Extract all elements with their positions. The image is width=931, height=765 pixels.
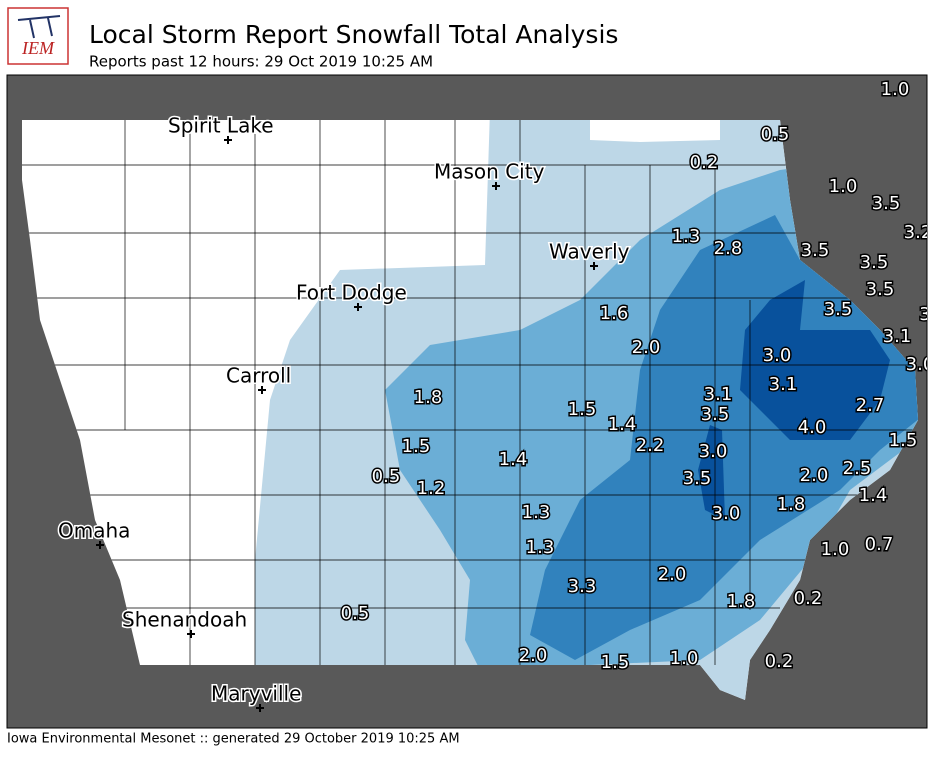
city-label: Waverly — [549, 240, 630, 264]
snowfall-report: 0.5 — [341, 603, 370, 624]
contours — [22, 120, 918, 700]
snowfall-report: 3.0 — [699, 441, 728, 462]
snowfall-report: 2.7 — [856, 395, 885, 416]
city-marker — [187, 630, 195, 638]
snowfall-report: 1.6 — [600, 303, 629, 324]
snowfall-report: 3.2 — [904, 222, 931, 243]
snowfall-report: 1.0 — [881, 79, 910, 100]
snowfall-report: 2.0 — [800, 465, 829, 486]
snowfall-report: 1.8 — [777, 494, 806, 515]
city-marker — [96, 541, 104, 549]
snowfall-report: 2.0 — [519, 645, 548, 666]
snowfall-report: 4.0 — [798, 417, 827, 438]
snowfall-report: 3 — [919, 304, 930, 325]
snowfall-report: 1.8 — [414, 387, 443, 408]
snowfall-report: 2.0 — [632, 337, 661, 358]
snowfall-report: 3.1 — [704, 384, 733, 405]
snowfall-report: 1.4 — [608, 414, 637, 435]
snowfall-report: 1.3 — [526, 537, 555, 558]
snowfall-report: 0.2 — [690, 152, 719, 173]
snowfall-report: 0.2 — [765, 651, 794, 672]
city-marker — [256, 704, 264, 712]
snowfall-report: 1.5 — [568, 399, 597, 420]
snowfall-report: 2.5 — [843, 458, 872, 479]
snowfall-report: 1.4 — [499, 449, 528, 470]
city-label: Omaha — [58, 519, 130, 543]
city-label: Carroll — [226, 364, 291, 388]
snowfall-report: 3.0 — [712, 503, 741, 524]
snowfall-report: 0.2 — [794, 588, 823, 609]
logo: IEM — [7, 7, 69, 65]
city-marker — [224, 136, 232, 144]
city-label: Maryville — [211, 682, 301, 706]
snowfall-report: 1.0 — [829, 176, 858, 197]
snowfall-report: 0.5 — [372, 466, 401, 487]
snowfall-report: 3.5 — [801, 240, 830, 261]
snowfall-report: 3.5 — [824, 299, 853, 320]
snowfall-report: 3.0 — [763, 345, 792, 366]
footer: Iowa Environmental Mesonet :: generated … — [7, 732, 460, 747]
snowfall-report: 0.5 — [761, 124, 790, 145]
snowfall-report: 3.5 — [683, 468, 712, 489]
snowfall-report: 3.5 — [860, 252, 889, 273]
city-label: Spirit Lake — [168, 114, 274, 138]
snowfall-report: 2.8 — [714, 238, 743, 259]
subtitle: Reports past 12 hours: 29 Oct 2019 10:25… — [89, 53, 433, 71]
county-lines — [22, 120, 918, 665]
city-marker — [354, 303, 362, 311]
logo-text: IEM — [21, 38, 55, 58]
snowfall-report: 3.5 — [701, 404, 730, 425]
snowfall-report: 3.3 — [568, 576, 597, 597]
snowfall-report: 1.4 — [859, 485, 888, 506]
contour-darkest — [698, 425, 725, 520]
snowfall-report: 1.5 — [402, 436, 431, 457]
snowfall-report: 2.2 — [636, 435, 665, 456]
snowfall-report: 3.5 — [866, 279, 895, 300]
snowfall-report: 3.0 — [906, 354, 931, 375]
city-label: Mason City — [434, 160, 545, 184]
contour-zero — [590, 120, 720, 142]
snowfall-report: 3.5 — [872, 193, 901, 214]
snowfall-report: 1.5 — [601, 652, 630, 673]
snowfall-report: 2.0 — [658, 564, 687, 585]
city-marker — [492, 182, 500, 190]
city-marker — [258, 386, 266, 394]
city-label: Shenandoah — [122, 608, 247, 632]
snowfall-report: 1.3 — [522, 502, 551, 523]
contour-darkest — [740, 280, 890, 440]
snowfall-report: 1.0 — [821, 539, 850, 560]
contour-dark — [530, 215, 918, 660]
city-marker — [590, 262, 598, 270]
snowfall-report: 1.8 — [727, 591, 756, 612]
snowfall-report: 3.1 — [883, 326, 912, 347]
title: Local Storm Report Snowfall Total Analys… — [89, 20, 618, 49]
city-label: Fort Dodge — [296, 281, 407, 305]
snowfall-report: 1.0 — [670, 648, 699, 669]
snowfall-report: 1.5 — [889, 430, 918, 451]
snowfall-report: 1.3 — [672, 226, 701, 247]
snowfall-report: 0.7 — [865, 534, 894, 555]
snowfall-report: 3.1 — [769, 374, 798, 395]
snowfall-report: 1.2 — [417, 478, 446, 499]
